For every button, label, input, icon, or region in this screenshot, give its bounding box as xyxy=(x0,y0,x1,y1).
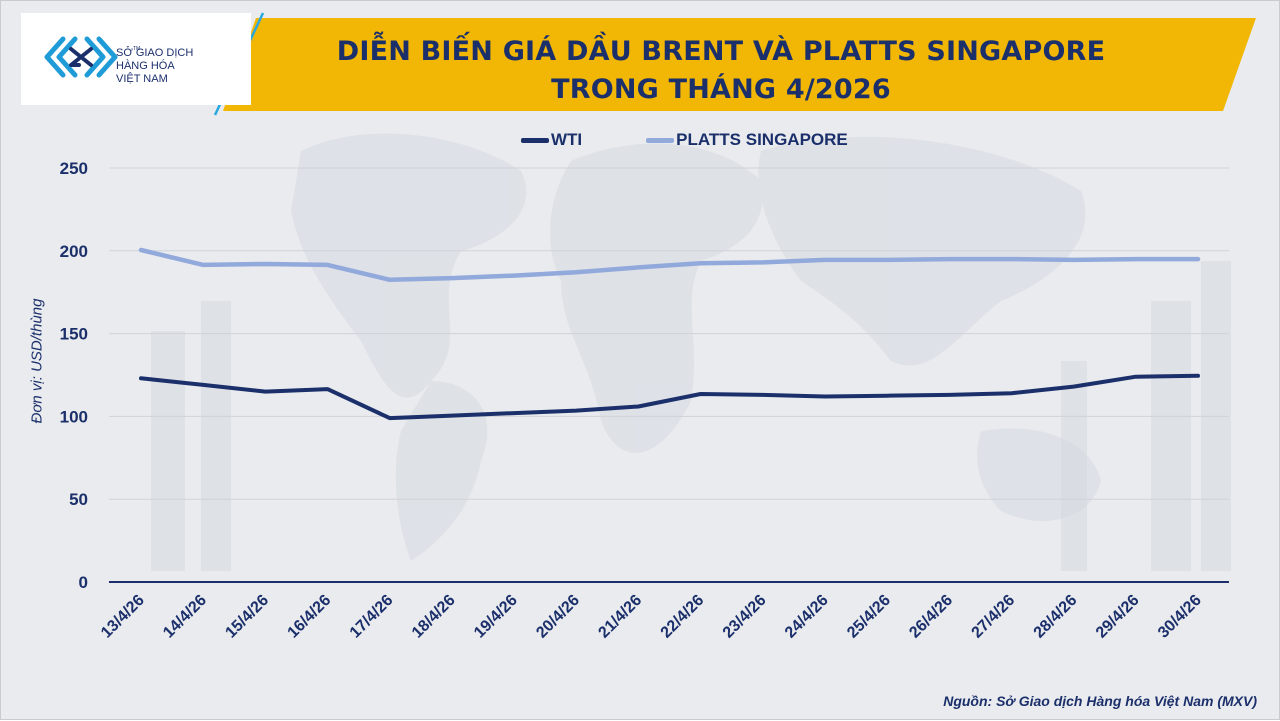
legend-swatch-wti xyxy=(521,137,549,143)
series-line-wti xyxy=(139,373,1200,421)
banner-shape xyxy=(223,18,1256,111)
x-tick-label: 26/4/26 xyxy=(906,592,956,642)
y-tick-label: 100 xyxy=(60,407,88,426)
chart-title-line-2: TRONG THÁNG 4/2026 xyxy=(551,74,891,105)
x-tick-label: 29/4/26 xyxy=(1093,592,1143,642)
source-note: Nguồn: Sở Giao dịch Hàng hóa Việt Nam (M… xyxy=(943,693,1257,709)
x-tick-label: 16/4/26 xyxy=(285,592,335,642)
logo: SỞ GIAO DỊCH HÀNG HÓA VIỆT NAM TM xyxy=(21,13,251,105)
x-tick-label: 17/4/26 xyxy=(347,592,397,642)
logo-text: SỞ GIAO DỊCH HÀNG HÓA VIỆT NAM xyxy=(116,47,226,86)
y-tick-label: 250 xyxy=(60,159,88,178)
x-tick-label: 28/4/26 xyxy=(1031,592,1081,642)
x-tick-label: 15/4/26 xyxy=(222,592,272,642)
x-tick-label: 18/4/26 xyxy=(409,592,459,642)
logo-mark-icon xyxy=(44,36,118,78)
x-tick-label: 22/4/26 xyxy=(658,592,708,642)
x-tick-label: 27/4/26 xyxy=(969,592,1019,642)
legend-label-platts: PLATTS SINGAPORE xyxy=(676,130,848,149)
y-tick-label: 50 xyxy=(69,490,88,509)
chart-title: DIỄN BIẾN GIÁ DẦU BRENT VÀ PLATTS SINGAP… xyxy=(301,33,1141,109)
y-tick-label: 200 xyxy=(60,242,88,261)
x-tick-label: 21/4/26 xyxy=(595,592,645,642)
x-tick-label: 14/4/26 xyxy=(160,592,210,642)
legend-label-wti: WTI xyxy=(551,130,583,149)
x-tick-label: 30/4/26 xyxy=(1155,592,1205,642)
legend: WTI PLATTS SINGAPORE xyxy=(521,129,912,151)
x-tick-label: 24/4/26 xyxy=(782,592,832,642)
logo-line-3: VIỆT NAM xyxy=(116,73,168,85)
x-tick-label: 25/4/26 xyxy=(844,592,894,642)
legend-swatch-platts xyxy=(646,137,675,143)
x-tick-label: 19/4/26 xyxy=(471,592,521,642)
series-line-platts xyxy=(138,247,1201,283)
logo-line-2: HÀNG HÓA xyxy=(116,60,175,72)
y-tick-label: 150 xyxy=(60,325,88,344)
logo-line-1: SỞ GIAO DỊCH xyxy=(116,47,194,59)
logo-trademark: TM xyxy=(133,46,141,52)
chart-title-line-1: DIỄN BIẾN GIÁ DẦU BRENT VÀ PLATTS SINGAP… xyxy=(336,36,1106,67)
x-tick-label: 20/4/26 xyxy=(533,592,583,642)
legend-item-platts: PLATTS SINGAPORE xyxy=(646,130,848,150)
y-tick-label: 0 xyxy=(79,573,88,592)
x-tick-label: 13/4/26 xyxy=(98,592,148,642)
legend-item-wti: WTI xyxy=(521,130,582,150)
x-tick-label: 23/4/26 xyxy=(720,592,770,642)
